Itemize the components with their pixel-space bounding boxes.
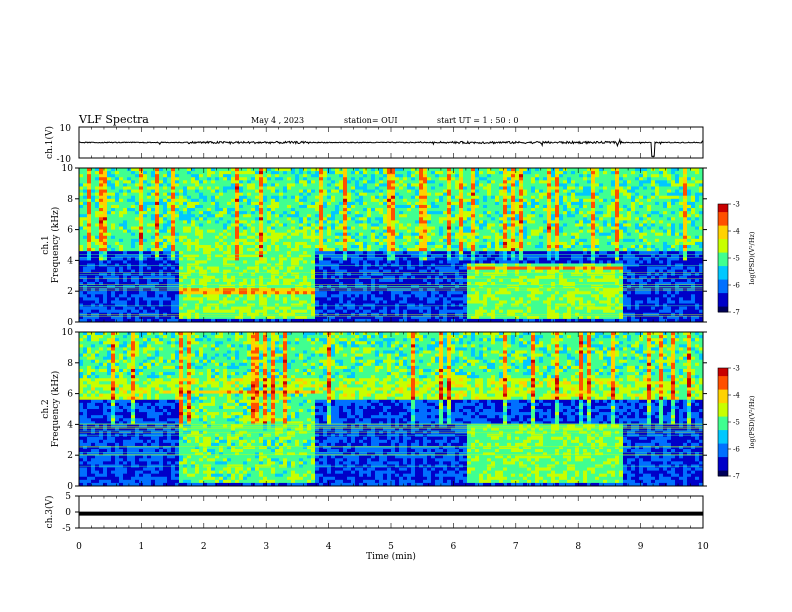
- ytick-label: 2: [67, 451, 73, 461]
- ylabel-channel: ch.2: [41, 399, 51, 418]
- xtick-label: 7: [513, 542, 519, 552]
- vlf-spectra-figure: 0246810ch.1 Frequency (kHz)-3-4-5-6-7log(…: [0, 0, 792, 612]
- xtick-label: 4: [326, 542, 332, 552]
- ytick-label: -5: [62, 524, 71, 534]
- ytick-label: -10: [57, 155, 72, 165]
- xtick-label: 1: [139, 542, 145, 552]
- xtick-label: 0: [76, 542, 82, 552]
- ylabel-frequency: Frequency (kHz): [50, 371, 61, 448]
- ytick-label: 8: [67, 195, 73, 205]
- ytick-label: 8: [67, 359, 73, 369]
- xtick-label: 6: [451, 542, 457, 552]
- ytick-label: 6: [67, 226, 73, 236]
- spectrogram-ch2: [79, 332, 703, 486]
- ylabel-channel: ch.1: [41, 235, 51, 254]
- colorbar-tick-label: -7: [733, 309, 740, 317]
- ytick-label: 0: [67, 482, 73, 492]
- ytick-label: 0: [67, 318, 73, 328]
- xtick-label: 2: [201, 542, 207, 552]
- xtick-label: 5: [388, 542, 394, 552]
- colorbar-tick-label: -4: [733, 228, 740, 236]
- ytick-label: 10: [62, 328, 74, 338]
- xtick-label: 10: [697, 542, 709, 552]
- colorbar-tick-label: -3: [733, 201, 740, 209]
- ytick-label: 2: [67, 287, 73, 297]
- colorbar-label: log(PSD)(V²/Hz): [748, 231, 756, 284]
- ytick-label: 0: [65, 508, 71, 518]
- xaxis-label: Time (min): [366, 551, 416, 562]
- colorbar-tick-label: -6: [733, 282, 740, 290]
- colorbar-tick-label: -6: [733, 446, 740, 454]
- colorbar-tick-label: -7: [733, 473, 740, 481]
- colorbar-label: log(PSD)(V²/Hz): [748, 395, 756, 448]
- xtick-label: 8: [575, 542, 581, 552]
- ytick-label: 4: [67, 256, 73, 266]
- xtick-label: 3: [263, 542, 269, 552]
- colorbar-tick-label: -4: [733, 392, 740, 400]
- ylabel-frequency: Frequency (kHz): [50, 207, 61, 284]
- ylabel-ch1: ch.1(V): [44, 126, 55, 159]
- ytick-label: 10: [62, 164, 74, 174]
- ylabel-ch3: ch.3(V): [44, 496, 55, 529]
- ytick-label: 6: [67, 390, 73, 400]
- ytick-label: 5: [65, 492, 71, 502]
- ytick-label: 10: [60, 124, 72, 134]
- colorbar-tick-label: -5: [733, 255, 740, 263]
- ytick-label: 4: [67, 420, 73, 430]
- colorbar-tick-label: -5: [733, 419, 740, 427]
- spectrogram-ch1: [79, 168, 703, 322]
- colorbar-tick-label: -3: [733, 365, 740, 373]
- xtick-label: 9: [638, 542, 644, 552]
